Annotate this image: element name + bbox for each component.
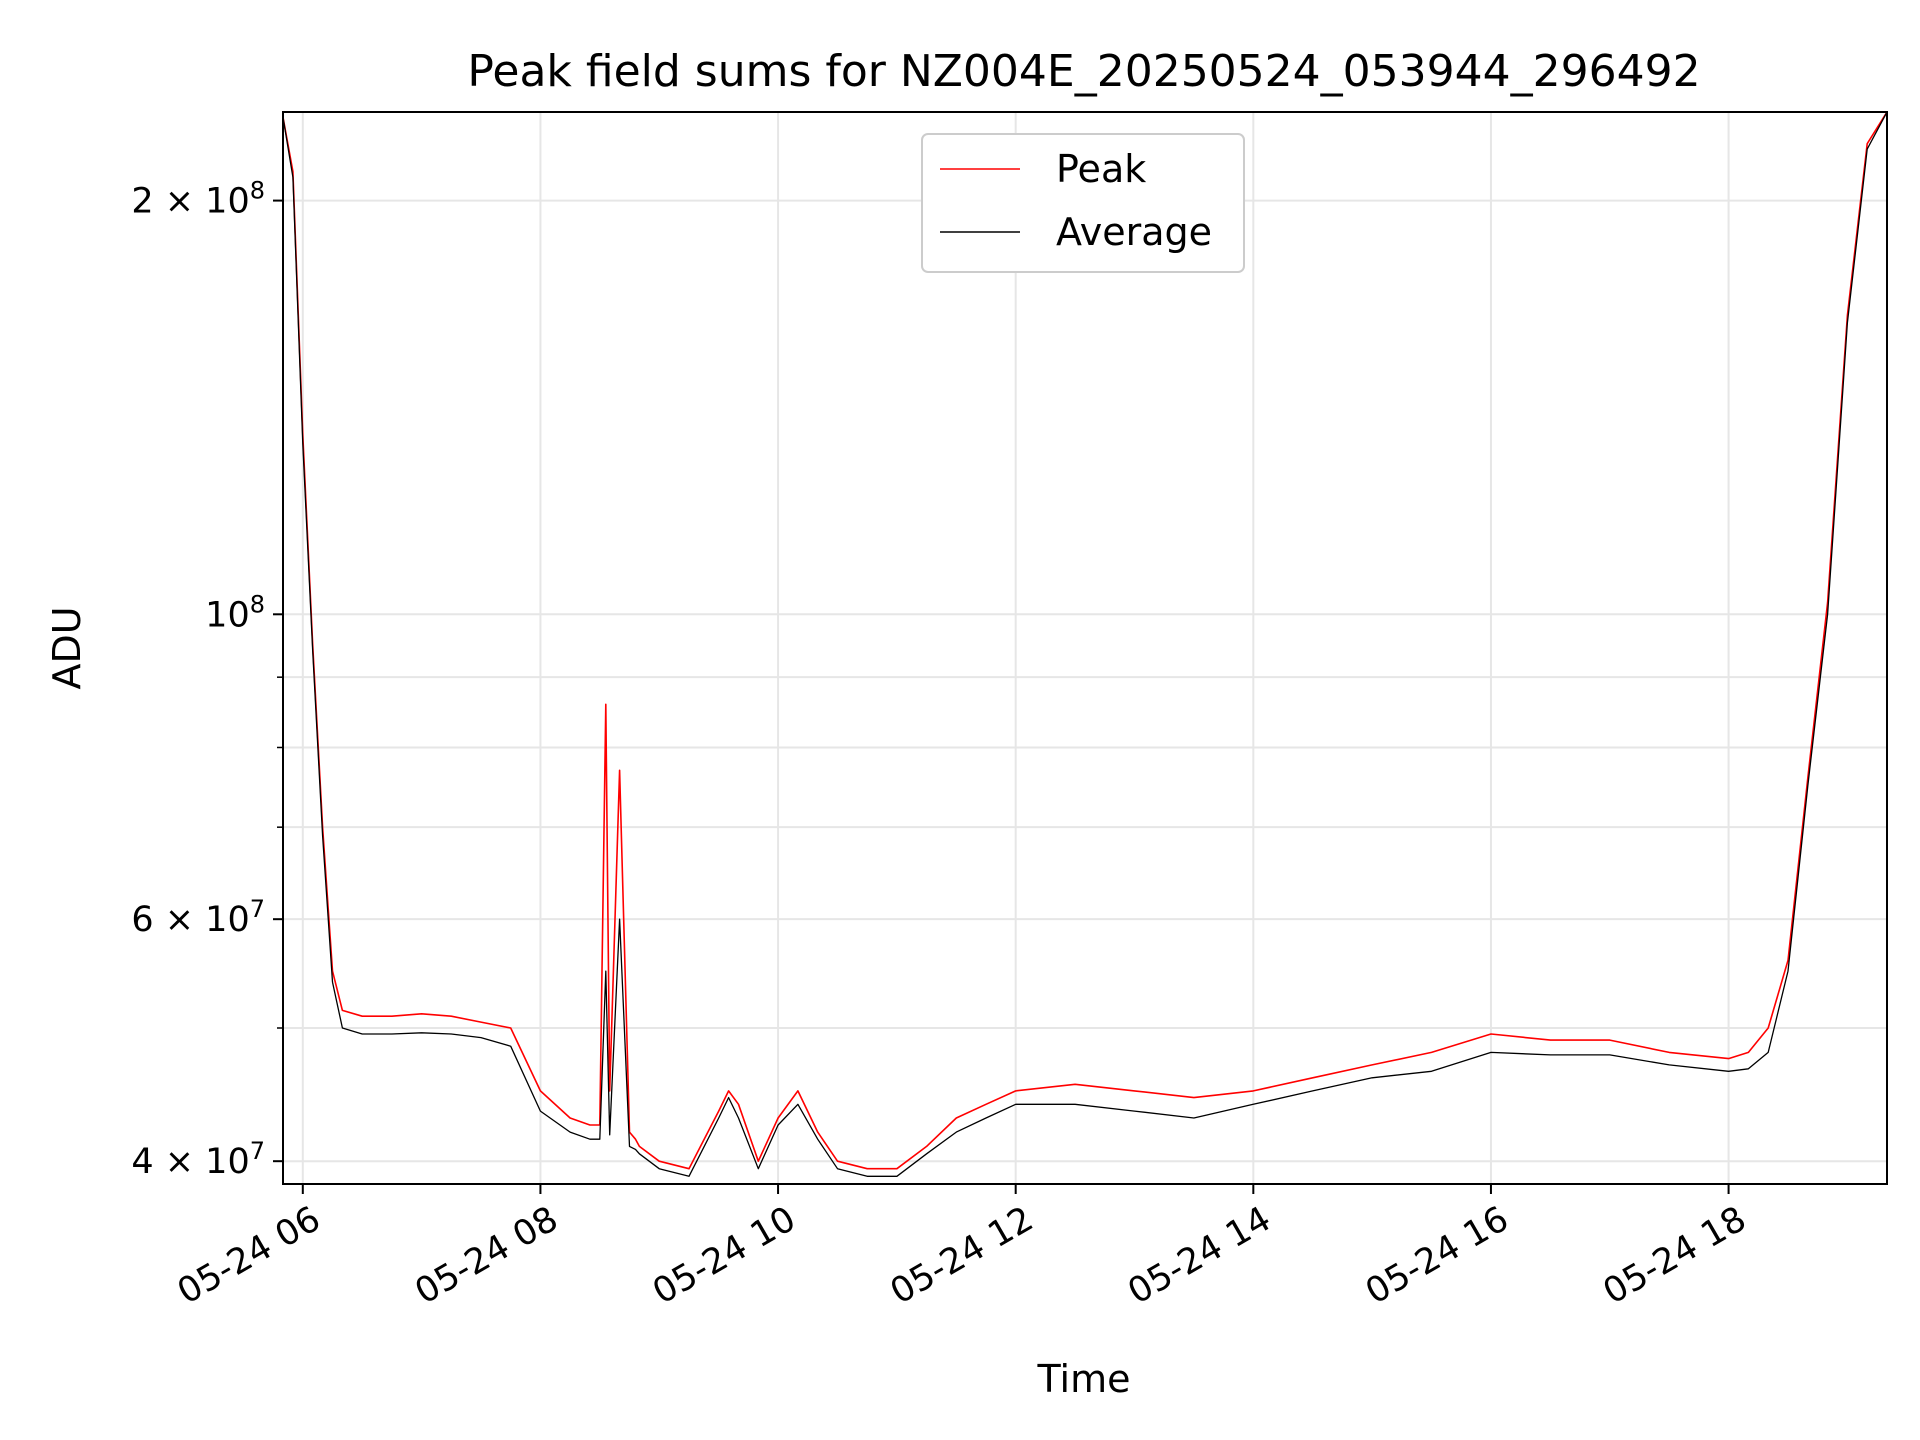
legend-label-peak: Peak xyxy=(1056,147,1146,191)
series-line-peak xyxy=(283,112,1887,1170)
series-layer xyxy=(283,112,1887,1177)
legend: Peak Average xyxy=(921,133,1245,273)
y-tick-label: 6 × 107 xyxy=(131,895,265,940)
y-axis-ticks: 4 × 107 6 × 107 108 2 × 108 xyxy=(131,177,283,1182)
grid xyxy=(283,112,1887,1184)
legend-label-average: Average xyxy=(1056,210,1212,254)
x-tick-label: 05-24 12 xyxy=(884,1199,1040,1312)
x-tick-label: 05-24 16 xyxy=(1359,1199,1515,1312)
y-axis-label: ADU xyxy=(45,606,89,689)
x-tick-label: 05-24 14 xyxy=(1122,1199,1278,1312)
y-tick-label: 108 xyxy=(205,590,265,635)
y-tick-label: 4 × 107 xyxy=(131,1137,265,1182)
x-axis-ticks: 05-24 06 05-24 08 05-24 10 05-24 12 05-24 14… xyxy=(171,1184,1753,1312)
y-tick-label: 2 × 108 xyxy=(131,177,265,222)
x-tick-label: 05-24 18 xyxy=(1597,1199,1753,1312)
x-tick-label: 05-24 10 xyxy=(646,1199,802,1312)
x-tick-label: 05-24 08 xyxy=(409,1199,565,1312)
plot-frame xyxy=(282,111,1888,1185)
series-line-average xyxy=(283,112,1887,1177)
chart-title: Peak field sums for NZ004E_20250524_0539… xyxy=(467,46,1700,97)
x-tick-label: 05-24 06 xyxy=(171,1199,327,1312)
x-axis-label: Time xyxy=(1037,1357,1131,1401)
